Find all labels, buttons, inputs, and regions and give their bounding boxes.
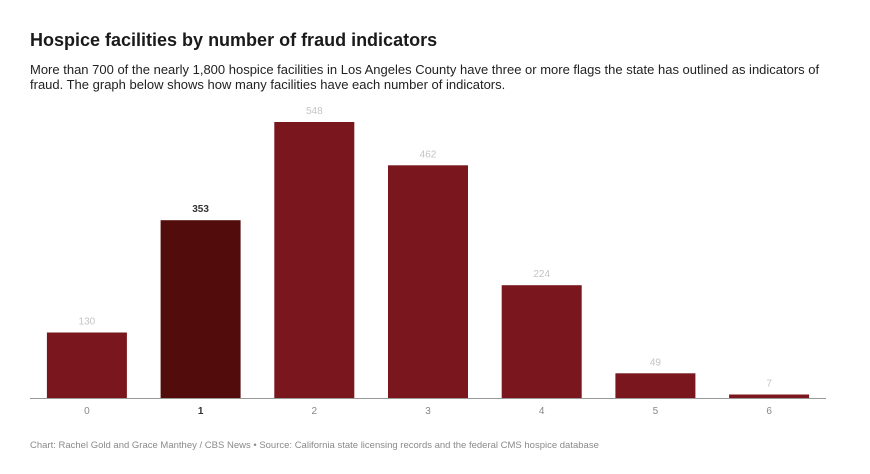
bar-3	[388, 165, 468, 398]
data-label-4: 224	[533, 269, 550, 280]
bar-4	[501, 285, 582, 398]
chart-title: Hospice facilities by number of fraud in…	[30, 30, 438, 50]
x-tick-label-1: 1	[198, 406, 204, 417]
bar-2	[274, 122, 355, 398]
x-tick-label-0: 0	[84, 406, 90, 417]
bar-1	[160, 220, 241, 398]
bar-0	[46, 332, 127, 398]
x-tick-label-3: 3	[425, 406, 431, 417]
data-label-2: 548	[306, 106, 323, 117]
chart-subtitle: More than 700 of the nearly 1,800 hospic…	[30, 62, 820, 92]
data-label-3: 462	[420, 149, 437, 160]
bar-chart: 130 0 353 1 548 2 462 3 224 4 49 5 7 6	[30, 106, 826, 417]
data-label-6: 7	[766, 379, 772, 390]
chart-source-credit: Chart: Rachel Gold and Grace Manthey / C…	[30, 440, 599, 451]
x-tick-label-2: 2	[312, 406, 318, 417]
data-label-1: 353	[192, 204, 209, 215]
bar-6	[729, 394, 810, 398]
data-label-0: 130	[79, 317, 96, 328]
data-label-5: 49	[650, 357, 662, 368]
x-tick-label-5: 5	[653, 406, 659, 417]
bar-5	[615, 373, 696, 398]
x-tick-label-4: 4	[539, 406, 545, 417]
x-tick-label-6: 6	[766, 406, 772, 417]
